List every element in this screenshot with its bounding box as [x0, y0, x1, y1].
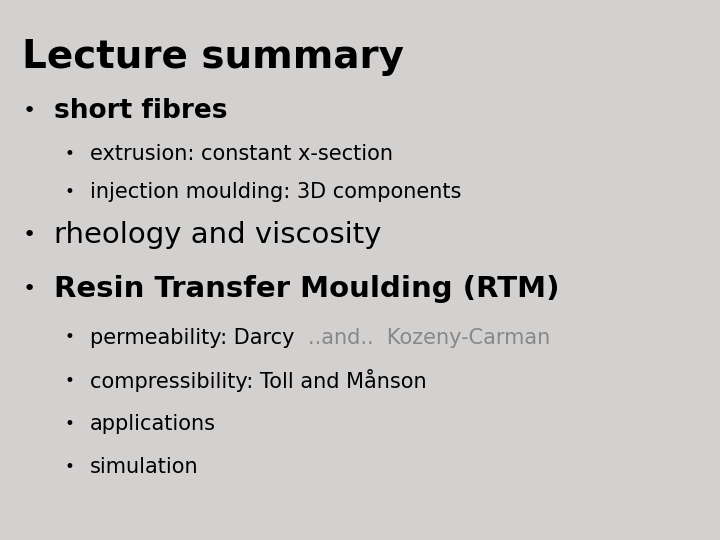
Text: short fibres: short fibres — [54, 98, 228, 124]
Text: Lecture summary: Lecture summary — [22, 38, 404, 76]
Text: •: • — [23, 100, 36, 121]
Text: ..and..  Kozeny-Carman: ..and.. Kozeny-Carman — [307, 327, 550, 348]
Text: •: • — [23, 279, 36, 299]
Text: permeability: Darcy: permeability: Darcy — [90, 327, 307, 348]
Text: •: • — [65, 372, 75, 390]
Text: •: • — [23, 225, 36, 245]
Text: injection moulding: 3D components: injection moulding: 3D components — [90, 181, 462, 202]
Text: simulation: simulation — [90, 457, 199, 477]
Text: applications: applications — [90, 414, 216, 434]
Text: •: • — [65, 183, 75, 201]
Text: compressibility: Toll and Månson: compressibility: Toll and Månson — [90, 369, 427, 392]
Text: •: • — [65, 415, 75, 433]
Text: •: • — [65, 145, 75, 163]
Text: extrusion: constant x-section: extrusion: constant x-section — [90, 144, 393, 164]
Text: •: • — [65, 328, 75, 347]
Text: •: • — [65, 458, 75, 476]
Text: rheology and viscosity: rheology and viscosity — [54, 221, 382, 249]
Text: Resin Transfer Moulding (RTM): Resin Transfer Moulding (RTM) — [54, 275, 559, 303]
